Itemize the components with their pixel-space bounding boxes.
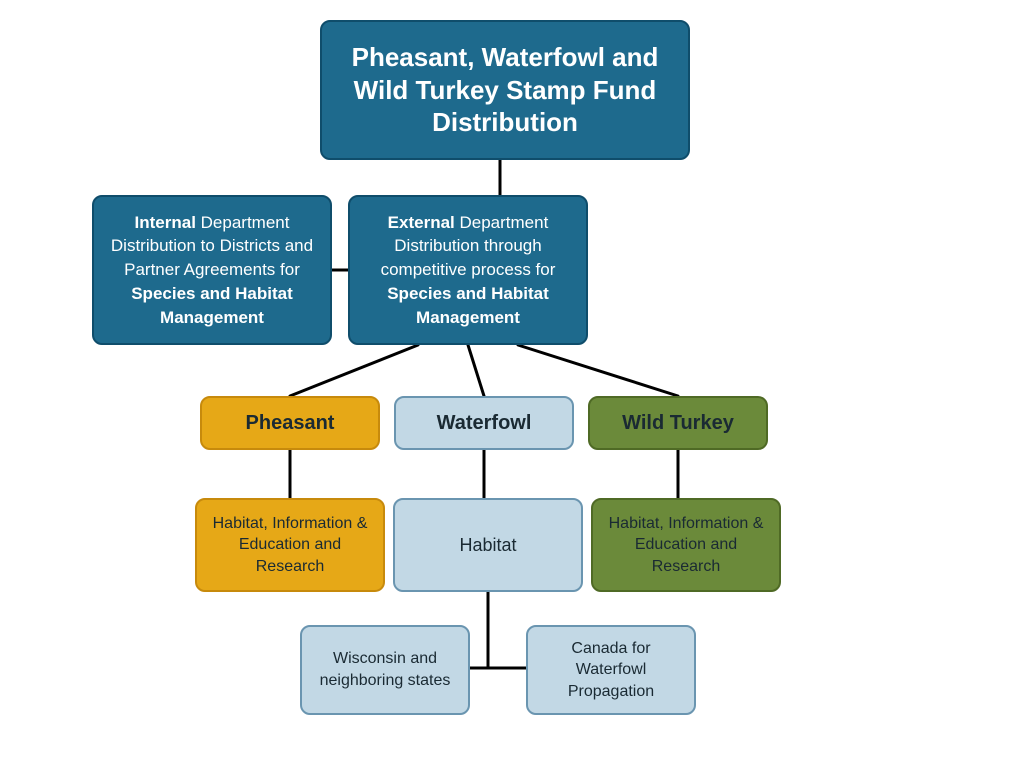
node-wisconsin: Wisconsin and neighboring states [300,625,470,715]
node-internal: Internal Department Distribution to Dist… [92,195,332,345]
node-title: Pheasant, Waterfowl and Wild Turkey Stam… [320,20,690,160]
edge-line [518,345,678,396]
node-external: External Department Distribution through… [348,195,588,345]
node-pheasant: Pheasant [200,396,380,450]
node-waterfowl: Waterfowl [394,396,574,450]
node-waterfowl-leaf-text: Habitat [459,535,516,556]
node-wildturkey-leaf-text: Habitat, Information & Education and Res… [603,513,769,578]
node-wildturkey-leaf: Habitat, Information & Education and Res… [591,498,781,592]
node-canada: Canada for Waterfowl Propagation [526,625,696,715]
node-pheasant-text: Pheasant [246,412,335,435]
node-waterfowl-text: Waterfowl [437,412,532,435]
node-title-text: Pheasant, Waterfowl and Wild Turkey Stam… [332,41,678,139]
node-internal-text: Internal Department Distribution to Dist… [104,211,320,330]
edge-line [468,345,484,396]
node-external-text: External Department Distribution through… [360,211,576,330]
node-wisconsin-text: Wisconsin and neighboring states [312,648,458,691]
node-canada-text: Canada for Waterfowl Propagation [538,638,684,703]
node-pheasant-leaf-text: Habitat, Information & Education and Res… [207,513,373,578]
node-pheasant-leaf: Habitat, Information & Education and Res… [195,498,385,592]
node-waterfowl-leaf: Habitat [393,498,583,592]
node-wildturkey: Wild Turkey [588,396,768,450]
node-wildturkey-text: Wild Turkey [622,412,734,435]
edge-line [290,345,418,396]
